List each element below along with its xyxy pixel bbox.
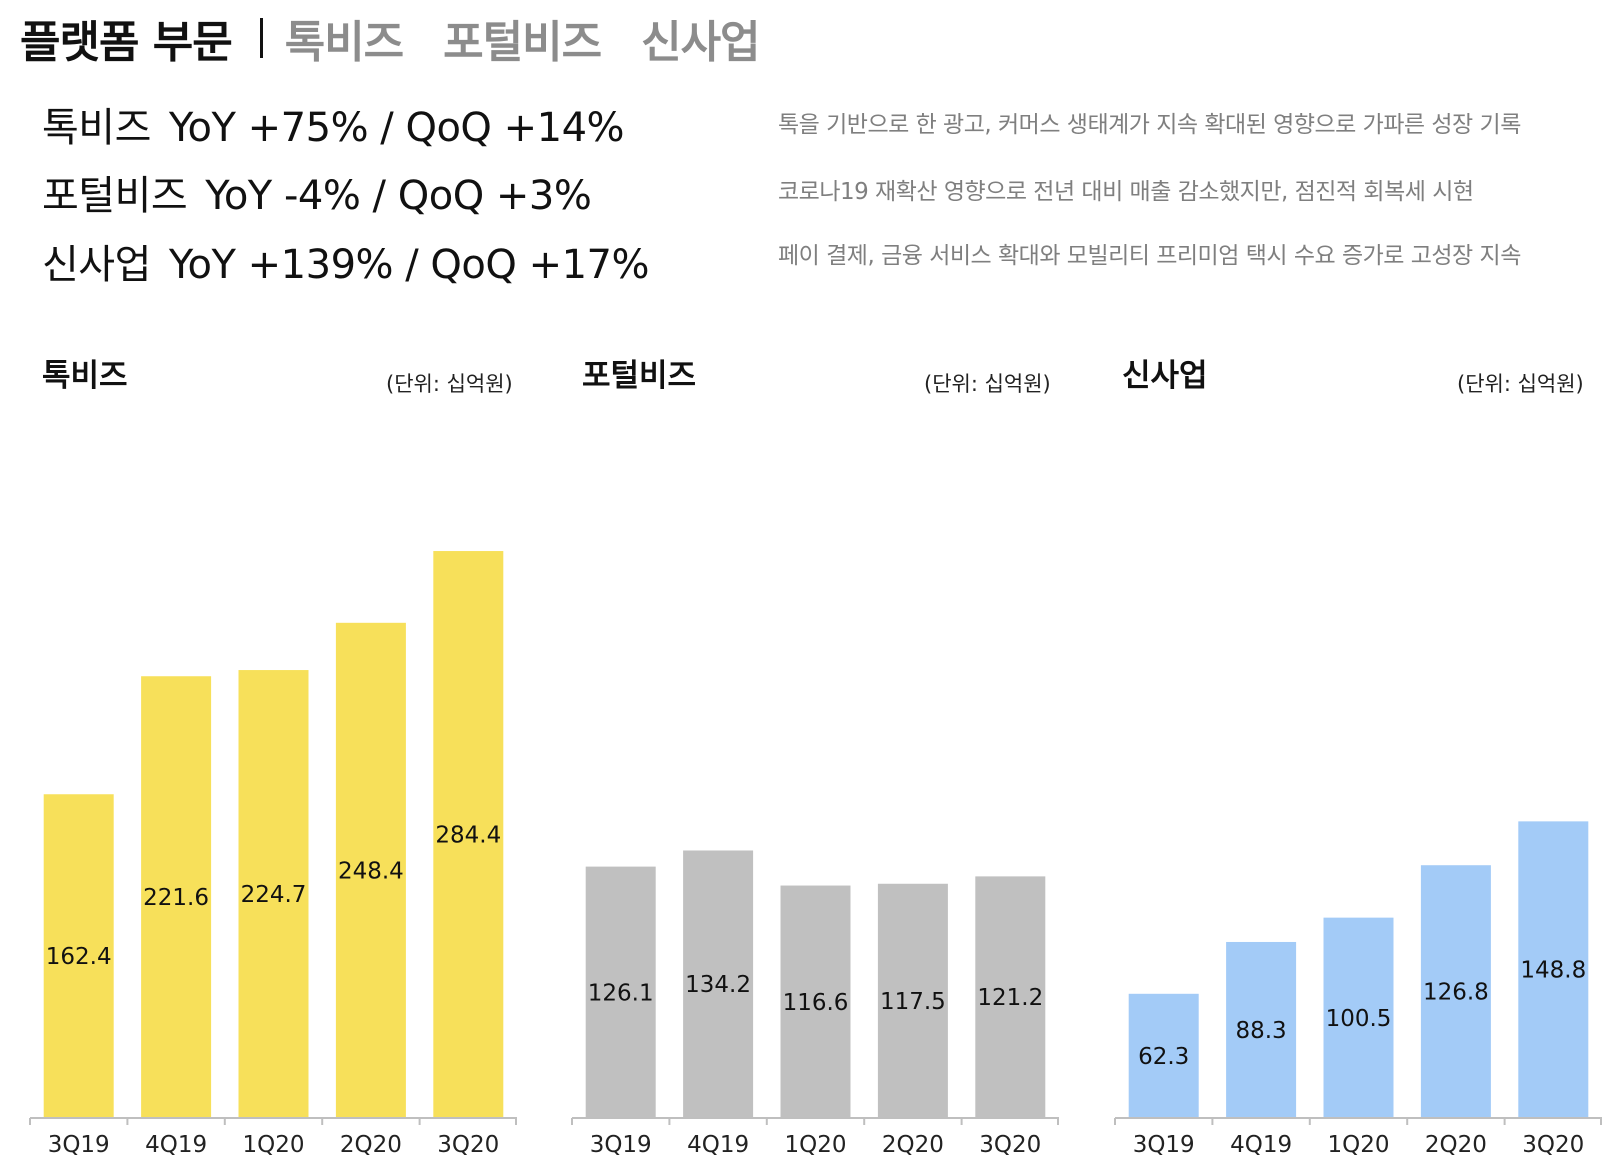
kpi-talkbiz: 톡비즈 YoY +75% / QoQ +14%: [42, 95, 625, 153]
bar-portalbiz-4Q19: [683, 850, 754, 1118]
x-tick-1Q20: 1Q20: [784, 1132, 846, 1158]
chart-title-talkbiz: 톡비즈: [42, 358, 128, 394]
data-label-4Q19: 134.2: [685, 972, 751, 998]
chart-newbiz: 62.3 3Q19 88.3 4Q19 100.5 1Q20 126.8 2Q20 148.8 3…: [1114, 821, 1602, 1158]
bar-talkbiz-3Q20: [433, 551, 504, 1118]
tab-newbiz[interactable]: 신사업: [641, 17, 760, 68]
bar-talkbiz-2Q20: [335, 622, 406, 1118]
x-tick-3Q20: 3Q20: [1522, 1132, 1584, 1158]
data-label-3Q20: 148.8: [1520, 958, 1586, 984]
kpi-growth: YoY -4% / QoQ +3%: [205, 173, 592, 219]
x-tick-2Q20: 2Q20: [882, 1132, 944, 1158]
bar-newbiz-4Q19: [1226, 941, 1297, 1118]
bar-newbiz-1Q20: [1323, 917, 1394, 1118]
x-tick-4Q19: 4Q19: [145, 1132, 207, 1158]
unit-label-newbiz: (단위: 십억원): [1457, 372, 1584, 396]
bar-portalbiz-3Q20: [975, 876, 1046, 1118]
data-label-3Q19: 162.4: [46, 944, 112, 970]
page-title: 플랫폼 부문: [20, 17, 233, 68]
data-label-3Q19: 126.1: [588, 980, 654, 1006]
note-talkbiz: 톡을 기반으로 한 광고, 커머스 생태계가 지속 확대된 영향으로 가파른 성…: [778, 112, 1521, 138]
x-tick-2Q20: 2Q20: [1425, 1132, 1487, 1158]
unit-label-portalbiz: (단위: 십억원): [924, 372, 1051, 396]
bar-newbiz-3Q20: [1518, 821, 1589, 1118]
chart-portalbiz: 126.1 3Q19 134.2 4Q19 116.6 1Q20 117.5 2Q20 121.…: [571, 850, 1059, 1158]
x-tick-4Q19: 4Q19: [687, 1132, 749, 1158]
tab-talkbiz[interactable]: 톡비즈: [284, 17, 404, 68]
data-label-4Q19: 221.6: [143, 885, 209, 911]
bar-portalbiz-2Q20: [877, 883, 948, 1118]
kpi-name: 포털비즈: [42, 173, 188, 219]
data-label-1Q20: 116.6: [783, 990, 849, 1016]
x-tick-3Q20: 3Q20: [979, 1132, 1041, 1158]
bar-newbiz-3Q19: [1128, 993, 1199, 1118]
note-newbiz: 페이 결제, 금융 서비스 확대와 모빌리티 프리미엄 택시 수요 증가로 고성…: [778, 243, 1521, 269]
x-tick-3Q20: 3Q20: [437, 1132, 499, 1158]
bar-newbiz-2Q20: [1420, 865, 1491, 1118]
x-tick-3Q19: 3Q19: [1133, 1132, 1195, 1158]
kpi-portalbiz: 포털비즈 YoY -4% / QoQ +3%: [42, 163, 592, 221]
data-label-3Q19: 62.3: [1138, 1044, 1189, 1070]
data-label-4Q19: 88.3: [1235, 1018, 1286, 1044]
x-tick-2Q20: 2Q20: [340, 1132, 402, 1158]
data-label-3Q20: 121.2: [977, 985, 1043, 1011]
title-divider: [259, 18, 263, 58]
data-label-1Q20: 100.5: [1326, 1006, 1392, 1032]
data-label-2Q20: 126.8: [1423, 980, 1489, 1006]
bar-talkbiz-1Q20: [238, 670, 309, 1118]
kpi-name: 신사업: [42, 242, 151, 288]
bar-portalbiz-3Q19: [585, 866, 656, 1118]
x-tick-1Q20: 1Q20: [242, 1132, 304, 1158]
kpi-newbiz: 신사업 YoY +139% / QoQ +17%: [42, 232, 650, 290]
data-label-2Q20: 117.5: [880, 989, 946, 1015]
data-label-3Q20: 284.4: [435, 823, 501, 849]
data-label-1Q20: 224.7: [241, 882, 307, 908]
chart-title-portalbiz: 포털비즈: [582, 358, 697, 394]
chart-talkbiz: 162.4 3Q19 221.6 4Q19 224.7 1Q20 248.4 2Q20 284.…: [29, 551, 517, 1158]
bar-talkbiz-3Q19: [43, 794, 114, 1118]
bar-talkbiz-4Q19: [141, 676, 212, 1118]
x-tick-4Q19: 4Q19: [1230, 1132, 1292, 1158]
kpi-growth: YoY +75% / QoQ +14%: [168, 105, 625, 151]
header: 플랫폼 부문 톡비즈 포털비즈 신사업: [20, 8, 800, 68]
x-tick-3Q19: 3Q19: [48, 1132, 110, 1158]
note-portalbiz: 코로나19 재확산 영향으로 전년 대비 매출 감소했지만, 점진적 회복세 시…: [778, 179, 1474, 205]
x-tick-1Q20: 1Q20: [1327, 1132, 1389, 1158]
kpi-name: 톡비즈: [42, 105, 151, 151]
data-label-2Q20: 248.4: [338, 858, 404, 884]
unit-label-talkbiz: (단위: 십억원): [386, 372, 513, 396]
x-tick-3Q19: 3Q19: [590, 1132, 652, 1158]
chart-title-newbiz: 신사업: [1122, 358, 1208, 394]
tab-portalbiz[interactable]: 포털비즈: [443, 17, 602, 68]
kpi-growth: YoY +139% / QoQ +17%: [168, 242, 650, 288]
bar-portalbiz-1Q20: [780, 885, 851, 1118]
